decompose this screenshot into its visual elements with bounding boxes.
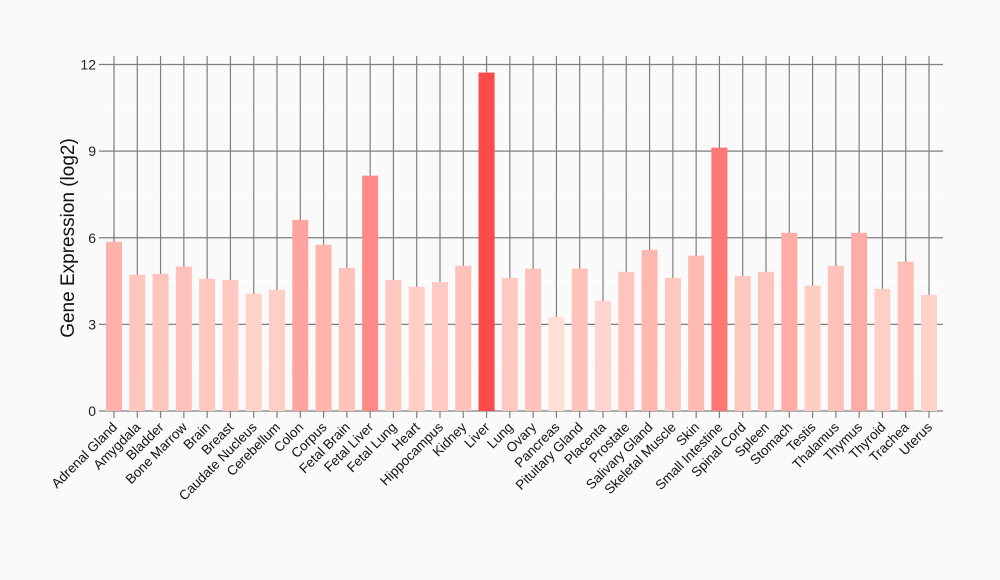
bar-lung [501,277,518,411]
bar-heart [408,286,425,411]
bar-cerebellum [269,289,285,411]
bar-skeletal-muscle [664,277,681,411]
bar-thyroid [874,288,891,411]
bars [106,72,937,412]
bar-caudate-nucleus [245,293,262,411]
bar-bone-marrow [175,266,192,411]
bar-thymus [851,232,868,411]
bar-pituitary-gland [571,268,588,411]
bar-fetal-brain [338,267,355,411]
bar-corpus [315,244,332,411]
y-axis-ticks: 0 3 6 9 12 [80,57,96,420]
bar-trachea [897,261,914,411]
bar-spinal-cord [734,275,751,411]
bar-brain [199,278,216,411]
bar-ovary [525,268,542,411]
bar-amygdala [129,274,146,411]
bar-stomach [781,232,798,411]
bar-fetal-lung [385,279,402,411]
bar-testis [804,285,821,411]
bar-skin [688,255,705,411]
bar-placenta [595,300,611,411]
bar-prostate [618,271,635,411]
bar-colon [292,219,309,411]
bar-small-intestine [711,147,728,411]
y-tick-label: 12 [80,57,96,73]
bar-thalamus [827,265,844,411]
bar-bladder [152,273,169,411]
bar-adrenal-gland [106,241,122,411]
y-tick-label: 0 [88,403,96,419]
bar-uterus [921,294,937,411]
bar-spleen [758,271,774,411]
bar-pancreas [548,316,565,411]
bar-fetal-liver [362,175,379,411]
bar-breast [222,279,239,411]
y-axis-label: Gene Expression (log2) [58,138,79,338]
y-tick-label: 9 [88,143,96,159]
bar-salivary-gland [641,249,658,411]
y-tick-label: 3 [88,316,96,332]
y-tick-label: 6 [88,230,96,246]
bar-liver [478,72,495,412]
bar-hippocampus [432,281,448,411]
bar-kidney [455,265,472,411]
